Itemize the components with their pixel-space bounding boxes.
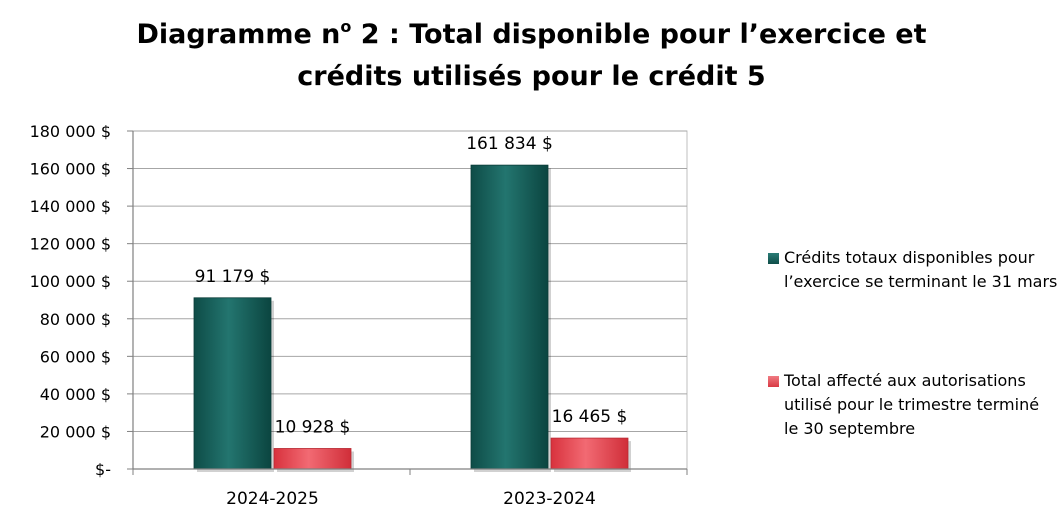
y-tick-label: $- — [95, 460, 111, 479]
bar-value-label: 161 834 $ — [466, 134, 553, 154]
legend-item-total-affecte: Total affecté aux autorisations utilisé … — [768, 369, 1058, 441]
legend-swatch-teal — [768, 253, 779, 264]
legend-item-credits-totaux: Crédits totaux disponibles pour l’exerci… — [768, 246, 1058, 294]
chart-title-part-rest: 2 : Total disponible pour l’exercice et — [351, 19, 927, 50]
y-tick-label: 160 000 $ — [30, 160, 111, 179]
axes — [127, 130, 688, 475]
bar-value-label: 91 179 $ — [195, 267, 271, 287]
chart-title-line-1: Diagramme no 2 : Total disponible pour l… — [0, 6, 1063, 56]
bar-value-label: 10 928 $ — [275, 417, 351, 437]
y-tick-label: 60 000 $ — [40, 347, 111, 366]
y-tick-label: 100 000 $ — [30, 272, 111, 291]
x-axis-labels: 2024-2025 2023-2024 — [226, 489, 596, 509]
y-tick-label: 120 000 $ — [30, 235, 111, 254]
x-tick-label: 2023-2024 — [503, 489, 596, 509]
bar-credits-totaux — [193, 297, 272, 470]
bar-value-labels: 91 179 $ 10 928 $ 161 834 $ 16 465 $ — [195, 134, 628, 437]
y-tick-label: 40 000 $ — [40, 385, 111, 404]
y-tick-label: 80 000 $ — [40, 310, 111, 329]
chart-title-part: Diagramme n — [136, 19, 341, 50]
bar-total-affecte — [550, 437, 629, 470]
legend-label: Total affecté aux autorisations utilisé … — [784, 371, 1040, 438]
y-tick-label: 140 000 $ — [30, 197, 111, 216]
chart-title: Diagramme no 2 : Total disponible pour l… — [0, 6, 1063, 98]
y-tick-label: 20 000 $ — [40, 422, 111, 441]
bar-credits-totaux — [470, 164, 549, 470]
legend-label: Crédits totaux disponibles pour l’exerci… — [784, 248, 1058, 291]
y-tick-label: 180 000 $ — [30, 122, 111, 141]
legend-swatch-red — [768, 376, 779, 387]
bar-total-affecte — [273, 448, 352, 470]
chart-title-line-2: crédits utilisés pour le crédit 5 — [297, 61, 766, 92]
bar-value-label: 16 465 $ — [552, 407, 628, 427]
x-tick-label: 2024-2025 — [226, 489, 319, 509]
bars — [193, 164, 631, 473]
y-axis-labels: $- 20 000 $ 40 000 $ 60 000 $ 80 000 $ 100 00… — [30, 122, 111, 479]
chart-title-superscript: o — [340, 17, 352, 36]
